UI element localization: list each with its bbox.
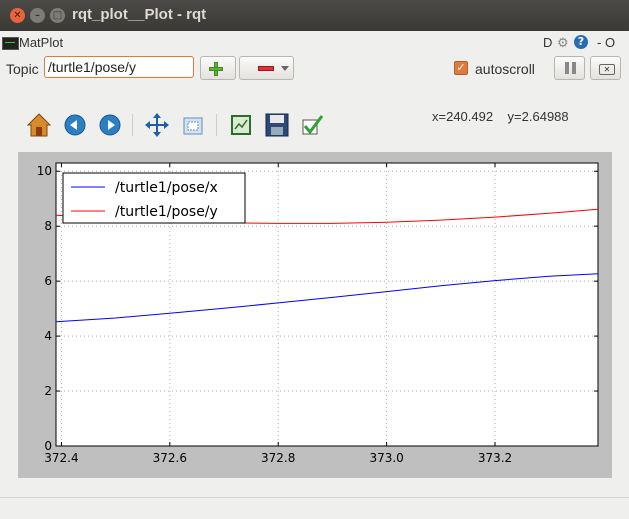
home-icon[interactable] [26, 112, 52, 138]
back-icon[interactable] [62, 112, 88, 138]
forward-icon[interactable] [97, 112, 123, 138]
pause-icon [565, 62, 569, 74]
line-chart[interactable]: 372.4 372.6 372.8 373.0 373.2 0 2 4 6 8 10 /turtle… [18, 152, 612, 478]
x-tick-label: 372.6 [153, 451, 187, 465]
y-tick-label: 2 [44, 384, 52, 398]
legend-label-0: /turtle1/pose/x [115, 180, 218, 196]
window-maximize-button[interactable]: □ [50, 8, 65, 23]
window-titlebar: ✕ – □ rqt_plot__Plot - rqt [0, 0, 629, 31]
clear-button[interactable]: ✕ [590, 56, 621, 80]
window-title: rqt_plot__Plot - rqt [72, 6, 207, 23]
topic-label: Topic [6, 61, 39, 77]
x-tick-label: 372.8 [261, 451, 295, 465]
gear-icon[interactable]: ⚙ [557, 35, 569, 50]
plot-figure[interactable]: 372.4 372.6 372.8 373.0 373.2 0 2 4 6 8 10 /turtle… [18, 152, 612, 478]
window-minimize-button[interactable]: – [30, 8, 45, 23]
coord-x: x=240.492 [432, 109, 494, 124]
axis-ticks: 372.4 372.6 372.8 373.0 373.2 0 2 4 6 8 10 [37, 163, 598, 465]
x-tick-label: 372.4 [44, 451, 78, 465]
subplots-icon[interactable] [228, 112, 254, 138]
legend-box [62, 172, 246, 224]
cursor-coordinates: x=240.492 y=2.64988 [432, 109, 569, 124]
plugin-header: MatPlot D ⚙ - O [0, 33, 629, 53]
x-tick-label: 373.0 [369, 451, 403, 465]
plot-plugin-icon [2, 37, 19, 50]
plus-icon [209, 62, 223, 76]
close-plugin-button[interactable]: - O [597, 35, 616, 50]
help-icon[interactable]: ? [574, 35, 588, 49]
plugin-title: MatPlot [19, 35, 64, 50]
remove-topic-button[interactable] [239, 56, 294, 80]
x-tick-label: 373.2 [478, 451, 512, 465]
clear-icon: ✕ [599, 64, 615, 75]
topic-row: Topic /turtle1/pose/y ✓ autoscroll ✕ [0, 56, 629, 82]
legend-label-1: /turtle1/pose/y [115, 204, 218, 220]
topic-input[interactable]: /turtle1/pose/y [44, 56, 194, 78]
legend: /turtle1/pose/x/turtle1/pose/y [62, 172, 246, 224]
y-tick-label: 6 [44, 274, 52, 288]
dock-button[interactable]: D [543, 35, 553, 50]
pan-icon[interactable] [144, 112, 170, 138]
pause-button[interactable] [554, 56, 585, 80]
series-line-0 [55, 273, 599, 323]
chevron-down-icon [281, 66, 289, 71]
minus-icon [258, 66, 274, 71]
edit-icon[interactable] [300, 112, 326, 138]
save-icon[interactable] [264, 112, 290, 138]
autoscroll-checkbox[interactable]: ✓ [454, 61, 468, 75]
zoom-icon[interactable] [181, 112, 207, 138]
y-tick-label: 4 [44, 329, 52, 343]
status-divider [0, 497, 629, 498]
coord-y: y=2.64988 [507, 109, 569, 124]
window-close-button[interactable]: ✕ [10, 8, 25, 23]
y-tick-label: 10 [37, 164, 52, 178]
matplotlib-toolbar: x=240.492 y=2.64988 [0, 108, 629, 142]
add-topic-button[interactable] [200, 56, 236, 80]
autoscroll-label: autoscroll [475, 61, 535, 77]
y-tick-label: 0 [44, 439, 52, 453]
y-tick-label: 8 [44, 219, 52, 233]
